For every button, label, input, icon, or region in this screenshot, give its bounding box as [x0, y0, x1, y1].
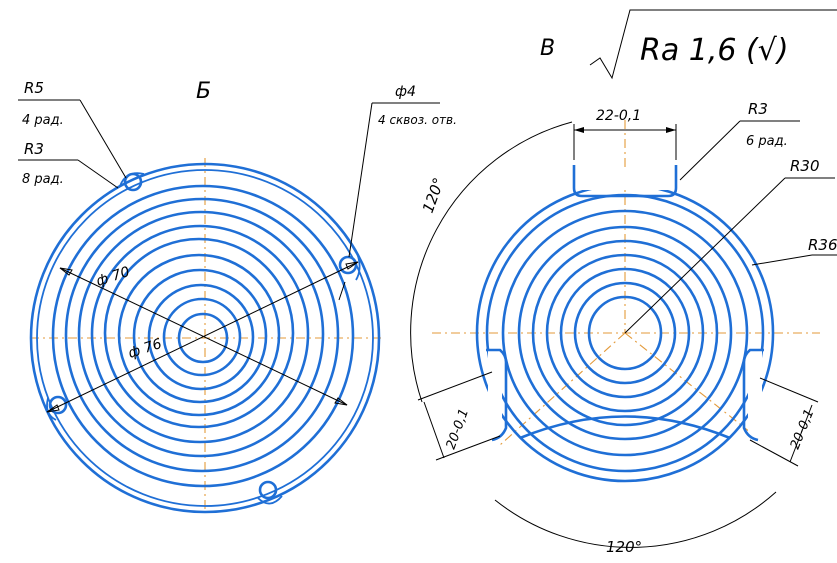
- left-ring-3: [77, 210, 325, 458]
- r30-label: R30: [790, 157, 820, 175]
- slot-top: [572, 165, 678, 198]
- right-ring-5: [559, 267, 691, 399]
- left-ring-6: [117, 253, 281, 417]
- width-right-label: 20-0,1: [788, 407, 818, 451]
- right-ring-1: [501, 209, 749, 457]
- r30-leader: [624, 177, 786, 334]
- roughness-symbol: [589, 9, 837, 80]
- angle-top-label: 120°: [419, 175, 448, 215]
- slot-left: [486, 348, 508, 442]
- left-outer-rim: [29, 162, 381, 514]
- roughness-value: Ra 1,6 (√): [640, 33, 789, 68]
- slot-width-label: 22-0,1: [596, 108, 641, 124]
- left-ring-2: [64, 197, 340, 473]
- right-axis-lower-left: [499, 332, 626, 446]
- angle-bottom-label: 120°: [606, 538, 642, 556]
- dim-line-76: [46, 261, 359, 413]
- right-ring-3: [531, 239, 719, 427]
- right-view: В Ra 1,6 (√) 22-0,1 R3 6 рад. R30 R36 12…: [410, 9, 837, 556]
- r3-left-note: 8 рад.: [22, 172, 64, 187]
- view-b-title: Б: [196, 79, 211, 104]
- left-outer-rim-inner: [36, 169, 374, 507]
- angle-arc-top: [410, 121, 573, 403]
- phi4-label: ф4: [395, 84, 416, 100]
- r5-note: 4 рад.: [22, 113, 64, 128]
- roughness-letter: В: [540, 36, 555, 61]
- angle-arc-bottom: [494, 491, 777, 548]
- right-ring-2: [517, 225, 733, 441]
- left-ring-9: [162, 297, 242, 377]
- hole-left: [48, 395, 68, 415]
- slot-right: [742, 348, 764, 442]
- left-ring-4: [90, 224, 310, 444]
- r3-left-label: R3: [24, 140, 44, 158]
- right-ring-4: [545, 253, 705, 413]
- r3-right-label: R3: [748, 100, 768, 118]
- hole-bottom: [258, 480, 278, 500]
- dim-line-right-width: [789, 404, 813, 463]
- dim-line-left-width: [423, 401, 445, 459]
- r36-leader: [751, 254, 813, 266]
- r36-label: R36: [808, 236, 837, 254]
- left-ring-10: [177, 312, 229, 364]
- right-ring-7: [587, 295, 663, 371]
- left-ring-1: [51, 184, 355, 488]
- hole-right: [338, 255, 358, 275]
- left-view: Б R5 4 рад. R3 8 рад. ф4 4 сквоз. отв. ф…: [18, 79, 457, 514]
- r5-label: R5: [24, 79, 44, 97]
- left-ring-7: [132, 268, 268, 404]
- right-ring-6: [573, 281, 677, 385]
- left-ring-5: [103, 237, 295, 429]
- left-ring-8: [147, 283, 255, 391]
- phi4-note: 4 сквоз. отв.: [378, 113, 457, 127]
- r3-right-note: 6 рад.: [746, 134, 788, 149]
- width-left-label: 20-0,1: [444, 407, 472, 452]
